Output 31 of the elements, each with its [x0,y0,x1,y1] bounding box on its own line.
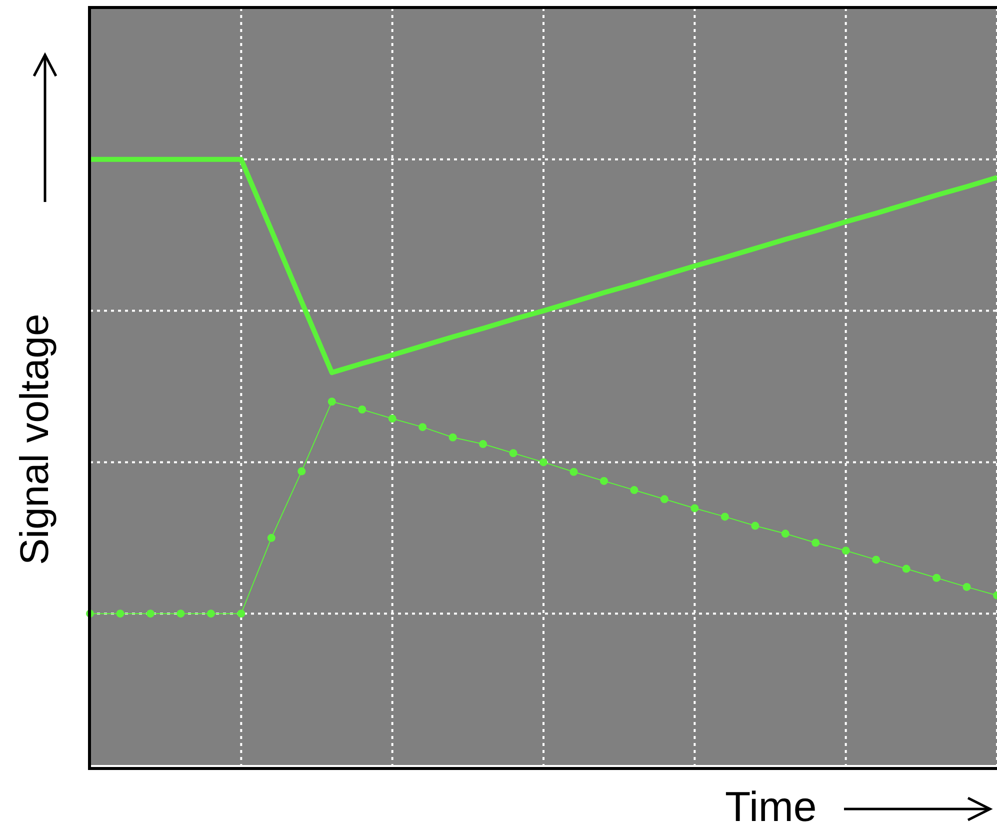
point [902,564,910,573]
point [690,504,699,512]
point [448,433,457,442]
point [298,467,306,476]
point [540,458,548,466]
point [781,530,790,538]
point [660,495,668,504]
point [932,574,941,582]
point [630,486,638,494]
point [116,610,124,618]
point [267,534,276,542]
point [388,414,396,423]
y-axis-title: Signal voltage [12,314,58,565]
point [751,522,760,530]
point [872,556,880,564]
point [962,582,971,591]
point [358,406,366,414]
point [509,449,518,458]
point [176,610,185,618]
point [146,610,154,618]
point [418,423,427,432]
point [479,440,488,448]
point [206,610,215,618]
x-axis-title: Time [725,783,817,830]
point [720,512,729,521]
point [570,468,578,476]
point [812,538,820,547]
point [328,398,336,406]
point [600,476,608,485]
point [842,546,850,555]
point [237,610,246,618]
